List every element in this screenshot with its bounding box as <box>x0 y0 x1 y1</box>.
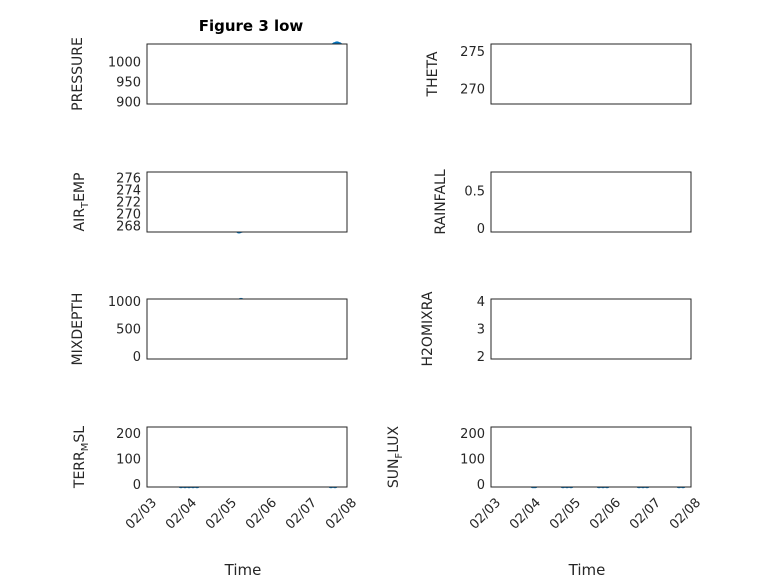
y-axis-label: PRESSURE <box>70 37 86 111</box>
y-tick-label: 100 <box>116 452 141 467</box>
x-tick-label: 02/05 <box>203 495 240 532</box>
panel-6: 2 3 4 H2OMIXRA <box>420 291 692 367</box>
x-tick-label: 02/07 <box>283 495 320 532</box>
x-tick-label: 02/08 <box>323 495 360 532</box>
x-tick-label: 02/03 <box>467 495 504 532</box>
x-tick-label: 02/08 <box>667 495 704 532</box>
x-tick-label: 02/07 <box>627 495 664 532</box>
y-tick-label: 500 <box>116 323 141 338</box>
axes-frame <box>146 171 348 233</box>
axes-frame <box>490 171 692 233</box>
y-tick-label: 100 <box>460 452 485 467</box>
axes-frame <box>146 298 348 360</box>
x-tick-label: 02/06 <box>243 495 280 532</box>
y-tick-label: 0 <box>477 222 485 237</box>
y-tick-label: 270 <box>116 208 141 223</box>
y-tick-label: 0 <box>133 478 141 493</box>
y-axis-label: THETA <box>425 51 441 97</box>
x-axis-label: Time <box>568 561 606 579</box>
x-tick-label: 02/05 <box>547 495 584 532</box>
y-tick-label: 3 <box>477 323 485 338</box>
axes-frame <box>146 43 348 105</box>
panel-7: 02/03 02/04 02/05 02/06 02/07 02/08 0 100 200 TER… <box>72 426 360 579</box>
y-tick-label: 270 <box>460 83 485 98</box>
panel-5: 0 500 1000 MIXDEPTH <box>70 293 348 366</box>
axes-frame <box>490 426 692 488</box>
y-tick-label: 1000 <box>108 295 141 310</box>
panel-1: 900 950 1000 PRESSURE <box>70 37 348 111</box>
y-axis-label: RAINFALL <box>433 169 449 234</box>
axes-frame <box>146 426 348 488</box>
y-tick-label: 950 <box>116 76 141 91</box>
y-tick-label: 2 <box>477 350 485 365</box>
y-tick-label: 274 <box>116 184 141 199</box>
panel-4: 0 0.5 RAINFALL <box>433 169 692 237</box>
x-tick-label: 02/04 <box>507 495 544 532</box>
y-tick-label: 1000 <box>108 56 141 71</box>
y-tick-label: 900 <box>116 96 141 111</box>
x-axis-label: Time <box>224 561 262 579</box>
x-tick-label: 02/04 <box>163 495 200 532</box>
y-tick-label: 200 <box>460 427 485 442</box>
panel-8: 02/03 02/04 02/05 02/06 02/07 02/08 0 100 200 SUN… <box>386 425 704 579</box>
x-tick-label: 02/03 <box>123 495 160 532</box>
y-axis-label: H2OMIXRA <box>420 291 436 366</box>
x-tick-label: 02/06 <box>587 495 624 532</box>
axes-frame <box>490 43 692 105</box>
y-axis-label: SUNFLUX <box>386 425 405 488</box>
y-tick-label: 276 <box>116 172 141 187</box>
y-tick-label: 272 <box>116 196 141 211</box>
y-tick-label: 268 <box>116 220 141 235</box>
y-axis-label: MIXDEPTH <box>70 293 86 366</box>
y-axis-label: AIRTEMP <box>72 173 91 232</box>
y-tick-label: 200 <box>116 427 141 442</box>
axes-frame <box>490 298 692 360</box>
y-tick-label: 275 <box>460 45 485 60</box>
y-tick-label: 4 <box>477 295 485 310</box>
y-axis-label: TERRMSL <box>72 426 91 489</box>
y-tick-label: 0 <box>477 478 485 493</box>
y-tick-label: 0 <box>133 350 141 365</box>
y-tick-label: 0.5 <box>464 184 485 199</box>
figure-title: Figure 3 low <box>199 17 304 35</box>
panel-2: 270 275 THETA <box>425 43 692 105</box>
